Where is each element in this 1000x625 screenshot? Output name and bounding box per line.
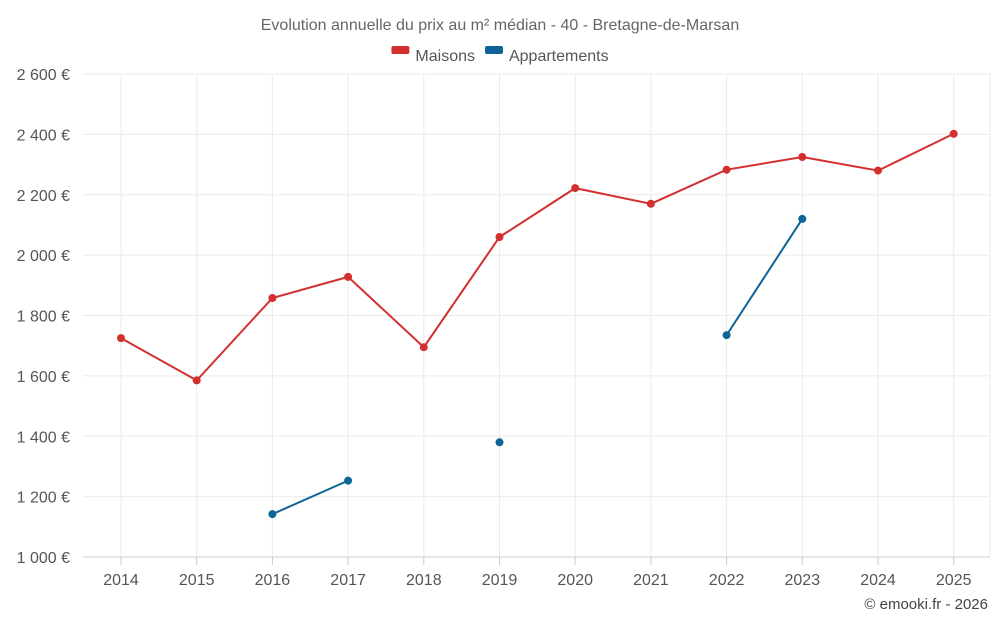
- data-point-maisons[interactable]: [344, 272, 353, 281]
- series-group: [117, 129, 958, 519]
- credit-text: © emooki.fr - 2026: [864, 596, 988, 613]
- data-point-appartements[interactable]: [722, 331, 731, 340]
- x-tick-label: 2023: [785, 572, 821, 589]
- series-line-maisons: [120, 132, 955, 382]
- x-tick-label: 2018: [406, 572, 442, 589]
- y-tick-label: 1 200 €: [17, 490, 70, 507]
- axes: 1 000 € 1 200 € 1 400 € 1 600 € 1 800 € 2 000…: [17, 67, 990, 589]
- legend-item-appartements[interactable]: Appartements: [484, 46, 609, 65]
- data-point-maisons[interactable]: [798, 153, 807, 162]
- y-tick-label: 2 000 €: [17, 248, 70, 265]
- y-tick-label: 1 000 €: [17, 550, 70, 567]
- data-point-maisons[interactable]: [495, 233, 504, 242]
- data-point-maisons[interactable]: [874, 166, 882, 175]
- x-tick-label: 2014: [103, 572, 139, 589]
- chart-title: Evolution annuelle du prix au m² médian …: [261, 17, 739, 34]
- x-tick-label: 2025: [936, 572, 972, 589]
- series-line-appartements: [725, 218, 804, 336]
- x-tick-label: 2016: [255, 572, 291, 589]
- y-tick-label: 1 800 €: [17, 309, 70, 326]
- legend-item-maisons[interactable]: Maisons: [391, 46, 475, 65]
- data-point-maisons[interactable]: [192, 376, 201, 385]
- data-point-maisons[interactable]: [419, 343, 428, 352]
- x-tick-label: 2022: [709, 572, 745, 589]
- legend-swatch: [484, 46, 503, 54]
- x-tick-label: 2019: [482, 572, 518, 589]
- y-tick-label: 1 400 €: [17, 429, 70, 446]
- legend-label: Appartements: [509, 48, 609, 65]
- legend: Maisons Appartements: [391, 46, 609, 65]
- x-tick-label: 2024: [860, 572, 896, 589]
- x-tick-label: 2021: [633, 572, 669, 589]
- legend-swatch: [391, 46, 410, 54]
- x-tick-label: 2017: [330, 572, 366, 589]
- y-tick-label: 2 600 €: [17, 67, 70, 84]
- data-point-appartements[interactable]: [268, 510, 277, 519]
- data-point-maisons[interactable]: [722, 165, 731, 174]
- y-tick-label: 2 200 €: [17, 188, 70, 205]
- data-point-maisons[interactable]: [646, 199, 655, 208]
- data-point-maisons[interactable]: [571, 184, 580, 193]
- x-tick-label: 2020: [557, 572, 593, 589]
- data-point-appartements[interactable]: [495, 438, 504, 447]
- data-point-appartements[interactable]: [344, 476, 353, 485]
- data-point-maisons[interactable]: [117, 334, 125, 343]
- y-tick-label: 2 400 €: [17, 127, 70, 144]
- series-line-appartements: [271, 479, 349, 516]
- x-tick-label: 2015: [179, 572, 215, 589]
- y-tick-label: 1 600 €: [17, 369, 70, 386]
- grid: [83, 73, 991, 557]
- data-point-maisons[interactable]: [949, 129, 958, 138]
- data-point-maisons[interactable]: [268, 293, 277, 302]
- data-point-appartements[interactable]: [798, 214, 807, 223]
- legend-label: Maisons: [415, 48, 475, 65]
